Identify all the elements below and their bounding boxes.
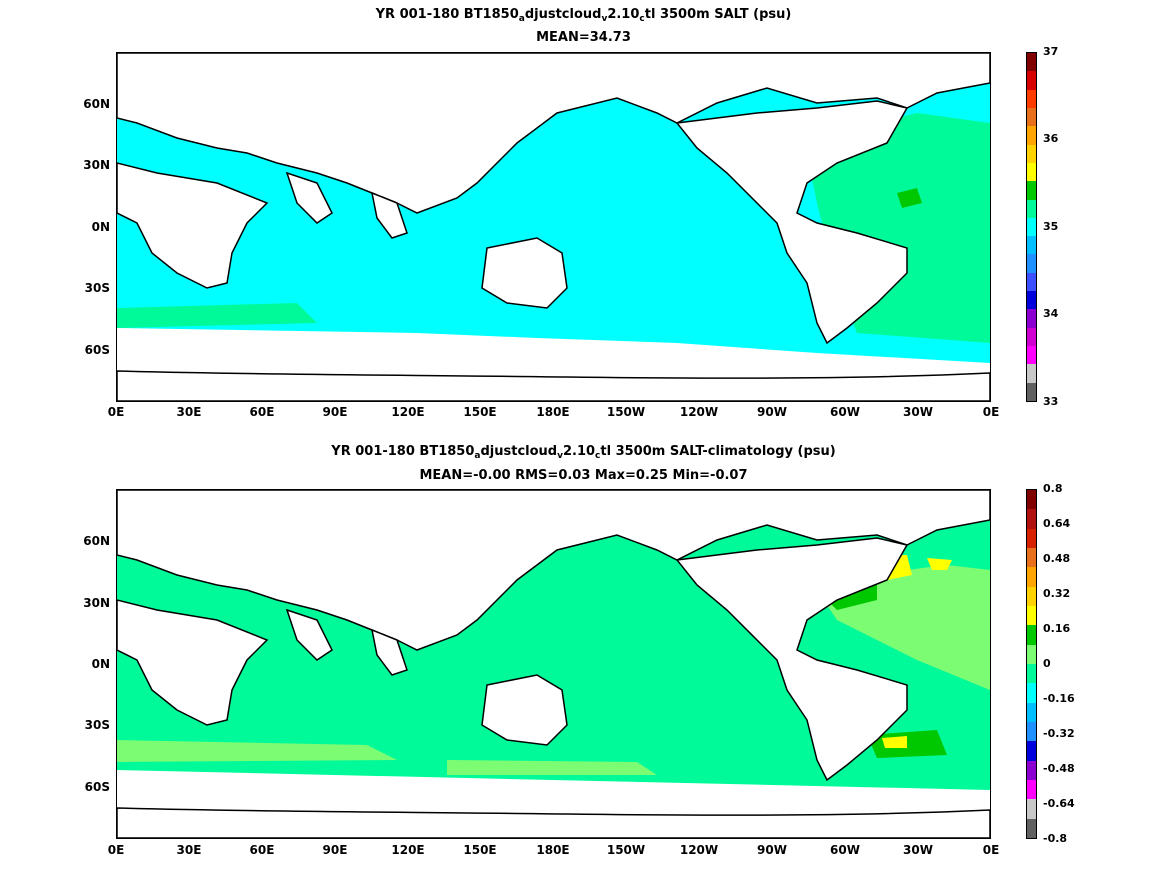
colorbar-swatch	[1027, 741, 1036, 761]
cbar-tick: -0.8	[1043, 832, 1068, 845]
colorbar-swatch	[1027, 644, 1036, 664]
colorbar-swatch	[1027, 309, 1036, 328]
colorbar-swatch	[1027, 760, 1036, 780]
colorbar-swatch	[1027, 683, 1036, 703]
colorbar-swatch	[1027, 702, 1036, 722]
colorbar-swatch	[1027, 663, 1036, 684]
x-tick: 30W	[903, 405, 933, 419]
y-tick-60n: 60N	[83, 534, 110, 548]
colorbar-top	[1026, 52, 1037, 402]
colorbar-swatch	[1027, 509, 1036, 529]
y-tick-30n: 30N	[83, 158, 110, 172]
cbar-tick: -0.64	[1043, 797, 1075, 810]
colorbar-swatch	[1027, 364, 1036, 383]
cbar-tick: 33	[1043, 395, 1059, 408]
y-tick-30s: 30S	[84, 281, 110, 295]
y-tick-30n: 30N	[83, 596, 110, 610]
colorbar-swatch	[1027, 71, 1036, 90]
x-tick: 30E	[176, 405, 202, 419]
x-tick: 120W	[679, 405, 719, 419]
cbar-tick: 34	[1043, 307, 1059, 320]
y-tick-30s: 30S	[84, 718, 110, 732]
colorbar-swatch	[1027, 291, 1036, 310]
x-tick: 90W	[757, 843, 787, 857]
cbar-tick: 36	[1043, 132, 1059, 145]
colorbar-swatch	[1027, 89, 1036, 108]
colorbar-swatch	[1027, 254, 1036, 273]
colorbar-swatch	[1027, 327, 1036, 346]
colorbar-swatch	[1027, 567, 1036, 587]
x-tick: 30E	[176, 843, 202, 857]
x-tick: 150E	[463, 405, 497, 419]
x-tick: 60W	[830, 405, 860, 419]
x-tick: 180E	[536, 405, 570, 419]
panel-bottom-title: YR 001-180 BT1850adjustcloudv2.10ctl 350…	[331, 444, 836, 461]
colorbar-swatch	[1027, 547, 1036, 568]
colorbar-swatch	[1027, 346, 1036, 365]
colorbar-bottom	[1026, 489, 1037, 839]
colorbar-swatch	[1027, 181, 1036, 200]
x-tick: 0E	[107, 843, 125, 857]
x-tick: 0E	[982, 843, 1000, 857]
y-tick-60n: 60N	[83, 97, 110, 111]
colorbar-swatch	[1027, 272, 1036, 292]
colorbar-swatch	[1027, 217, 1036, 237]
map-salinity	[116, 52, 991, 402]
colorbar-swatch	[1027, 625, 1036, 645]
x-tick: 120E	[391, 843, 425, 857]
cbar-tick: 0.32	[1043, 587, 1071, 600]
x-tick: 120E	[391, 405, 425, 419]
colorbar-swatch	[1027, 162, 1036, 182]
x-tick: 90W	[757, 405, 787, 419]
x-tick: 150E	[463, 843, 497, 857]
x-tick: 120W	[679, 843, 719, 857]
colorbar-swatch	[1027, 528, 1036, 548]
colorbar-swatch	[1027, 53, 1036, 72]
cbar-tick: 0.8	[1043, 482, 1063, 495]
colorbar-swatch	[1027, 144, 1036, 163]
colorbar-swatch	[1027, 605, 1036, 626]
colorbar-swatch	[1027, 586, 1036, 606]
colorbar-swatch	[1027, 107, 1036, 127]
x-tick: 90E	[322, 843, 348, 857]
colorbar-swatch	[1027, 799, 1036, 819]
map-salinity-anomaly	[116, 489, 991, 839]
panel-bottom-subtitle: MEAN=-0.00 RMS=0.03 Max=0.25 Min=-0.07	[419, 468, 748, 483]
x-tick: 60E	[249, 405, 275, 419]
cbar-tick: 0	[1043, 657, 1051, 670]
cbar-tick: 0.48	[1043, 552, 1071, 565]
cbar-tick: 0.64	[1043, 517, 1071, 530]
x-tick: 90E	[322, 405, 348, 419]
x-tick: 180E	[536, 843, 570, 857]
panel-top-subtitle: MEAN=34.73	[536, 30, 631, 45]
x-tick: 60E	[249, 843, 275, 857]
x-tick: 0E	[982, 405, 1000, 419]
cbar-tick: -0.32	[1043, 727, 1075, 740]
colorbar-swatch	[1027, 236, 1036, 255]
y-tick-0n: 0N	[91, 657, 110, 671]
colorbar-swatch	[1027, 382, 1036, 401]
y-tick-0n: 0N	[91, 220, 110, 234]
cbar-tick: -0.48	[1043, 762, 1075, 775]
colorbar-swatch	[1027, 818, 1036, 838]
cbar-tick: 37	[1043, 45, 1059, 58]
panel-top-title: YR 001-180 BT1850adjustcloudv2.10ctl 350…	[375, 7, 792, 24]
colorbar-swatch	[1027, 721, 1036, 742]
x-tick: 30W	[903, 843, 933, 857]
colorbar-swatch	[1027, 779, 1036, 800]
x-tick: 0E	[107, 405, 125, 419]
y-tick-60s: 60S	[84, 343, 110, 357]
colorbar-swatch	[1027, 199, 1036, 218]
x-tick: 60W	[830, 843, 860, 857]
colorbar-swatch	[1027, 126, 1036, 145]
cbar-tick: 0.16	[1043, 622, 1071, 635]
colorbar-swatch	[1027, 490, 1036, 510]
x-tick: 150W	[606, 843, 646, 857]
cbar-tick: -0.16	[1043, 692, 1075, 705]
y-tick-60s: 60S	[84, 780, 110, 794]
cbar-tick: 35	[1043, 220, 1059, 233]
x-tick: 150W	[606, 405, 646, 419]
